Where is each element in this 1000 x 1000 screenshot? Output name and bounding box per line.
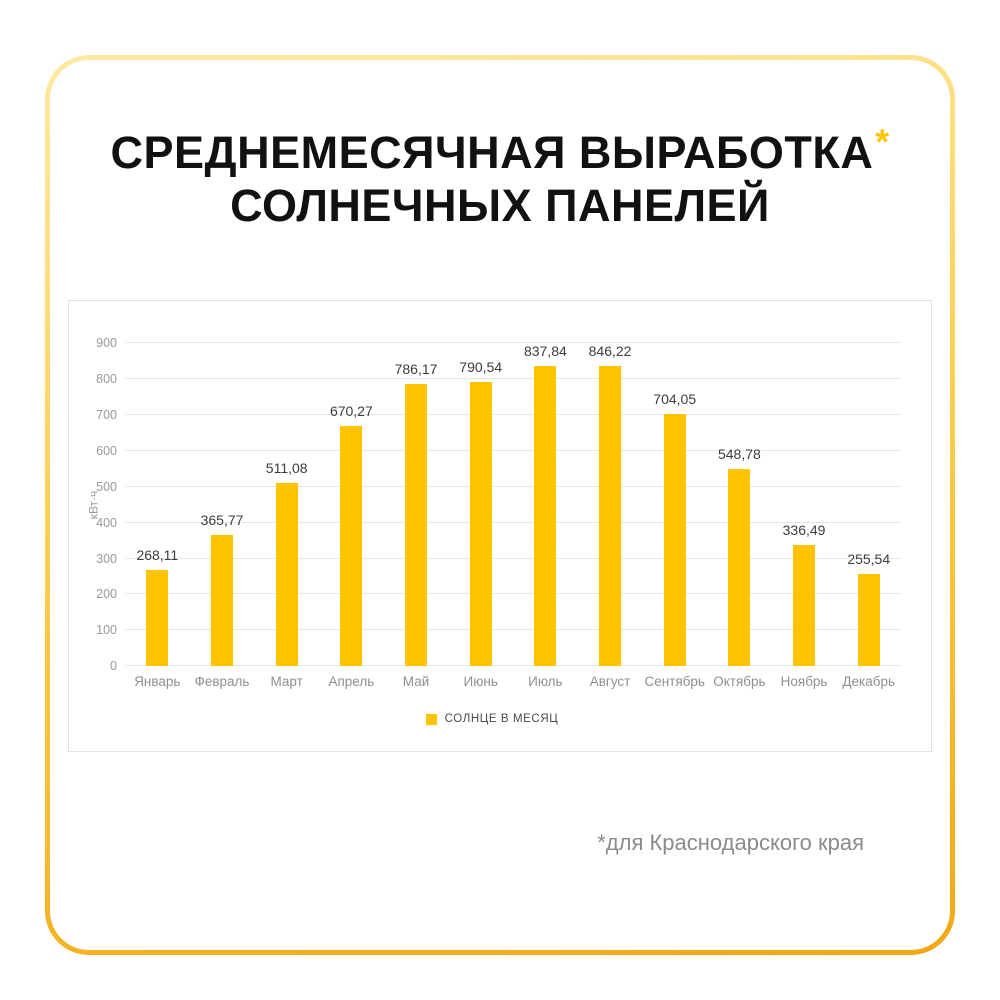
bar-value-label: 846,22 <box>588 343 632 360</box>
x-axis-label: Июнь <box>463 674 498 690</box>
gridline <box>125 342 901 344</box>
y-tick-label: 800 <box>96 372 117 387</box>
bar <box>793 545 816 667</box>
bar-value-label: 365,77 <box>200 511 244 528</box>
bar <box>599 366 622 667</box>
bar-value-label: 786,17 <box>394 361 438 378</box>
gridline <box>125 449 901 451</box>
x-axis-label: Декабрь <box>842 674 896 690</box>
bar-value-label: 548,78 <box>717 446 761 463</box>
y-tick-label: 700 <box>96 407 117 422</box>
x-axis-label: Сентябрь <box>644 674 705 690</box>
x-axis: Январь Февраль Март Апрель Май Июнь Июль Август… <box>83 674 901 689</box>
y-tick-label: 600 <box>96 443 117 458</box>
bar <box>146 569 169 667</box>
x-axis-label: Май <box>402 674 430 690</box>
card-border: СРЕДНЕМЕСЯЧНАЯ ВЫРАБОТКА* СОЛНЕЧНЫХ ПАНЕЛ… <box>45 55 955 955</box>
gridline <box>125 485 901 487</box>
bar-column: 511,08 <box>254 343 319 667</box>
x-axis-label: Январь <box>134 674 181 690</box>
bar-column: 790,54 <box>448 343 513 667</box>
bar <box>340 425 363 667</box>
gridline <box>125 629 901 631</box>
y-tick-label: 300 <box>96 551 117 566</box>
x-axis-label: Ноябрь <box>780 674 828 690</box>
bar-value-label: 704,05 <box>653 390 697 407</box>
bar-column: 670,27 <box>319 343 384 667</box>
bar <box>534 366 557 667</box>
footnote: *для Краснодарского края <box>597 830 864 856</box>
gridline <box>125 557 901 559</box>
x-axis-label: Март <box>270 674 303 690</box>
chart-container: кВт·ч 0 100 200 300 400 500 600 700 800 900 268,1… <box>68 300 932 753</box>
gridline <box>125 593 901 595</box>
gridline <box>125 413 901 415</box>
bar-value-label: 670,27 <box>329 402 373 419</box>
bar <box>211 534 233 667</box>
title-line-1: СРЕДНЕМЕСЯЧНАЯ ВЫРАБОТКА <box>110 127 874 178</box>
gridline <box>125 378 901 380</box>
bar <box>275 482 298 667</box>
plot-area: 268,11 365,77 511,08 670,27 786,17 790,54 837,… <box>125 342 901 667</box>
x-axis-label: Октябрь <box>713 674 766 690</box>
x-axis-labels: Январь Февраль Март Апрель Май Июнь Июль Август… <box>125 674 901 689</box>
bar-value-label: 511,08 <box>265 459 308 476</box>
infographic-card: СРЕДНЕМЕСЯЧНАЯ ВЫРАБОТКА* СОЛНЕЧНЫХ ПАНЕЛ… <box>50 60 950 950</box>
bar-column: 336,49 <box>772 343 837 667</box>
x-axis-label: Август <box>589 674 631 690</box>
bar-column: 255,54 <box>836 343 901 667</box>
bar <box>857 574 880 667</box>
bar-value-label: 837,84 <box>523 343 567 360</box>
gridlines <box>125 342 901 667</box>
legend-label: СОЛНЦЕ В МЕСЯЦ <box>444 713 559 726</box>
y-tick-label: 900 <box>96 336 117 351</box>
bar <box>663 413 686 667</box>
bar-column: 786,17 <box>384 343 449 667</box>
bar-value-label: 336,49 <box>782 522 826 539</box>
bar-column: 837,84 <box>513 343 578 667</box>
bar-column: 548,78 <box>707 343 772 667</box>
x-axis-label: Апрель <box>328 674 375 690</box>
title-line-2: СОЛНЕЧНЫХ ПАНЕЛЕЙ <box>230 180 770 232</box>
y-tick-label: 0 <box>110 659 117 674</box>
x-axis-label: Февраль <box>194 674 250 690</box>
bar-column: 268,11 <box>125 343 190 667</box>
y-axis-ticks: 0 100 200 300 400 500 600 700 800 900 <box>83 336 125 673</box>
legend-swatch-icon <box>425 713 437 725</box>
y-tick-label: 500 <box>96 479 117 494</box>
bar <box>469 382 492 667</box>
bar-column: 704,05 <box>642 343 707 667</box>
legend: СОЛНЦЕ В МЕСЯЦ <box>83 713 901 725</box>
title-asterisk: * <box>875 123 890 162</box>
bar <box>405 384 428 667</box>
page-title: СРЕДНЕМЕСЯЧНАЯ ВЫРАБОТКА* СОЛНЕЧНЫХ ПАНЕЛ… <box>68 122 932 232</box>
y-tick-label: 200 <box>96 587 117 602</box>
bar <box>728 469 751 667</box>
bar-value-label: 255,54 <box>847 551 891 568</box>
y-tick-label: 400 <box>96 515 117 530</box>
bar-series: 268,11 365,77 511,08 670,27 786,17 790,54 837,… <box>125 343 901 667</box>
x-axis-label: Июль <box>528 674 563 690</box>
chart-area: кВт·ч 0 100 200 300 400 500 600 700 800 900 268,1… <box>83 336 901 673</box>
gridline <box>125 665 901 667</box>
bar-column: 846,22 <box>578 343 643 667</box>
bar-value-label: 790,54 <box>459 359 503 376</box>
y-tick-label: 100 <box>96 623 117 638</box>
x-axis-spacer <box>83 674 125 689</box>
gridline <box>125 521 901 523</box>
bar-column: 365,77 <box>190 343 255 667</box>
bar-value-label: 268,11 <box>136 546 179 563</box>
